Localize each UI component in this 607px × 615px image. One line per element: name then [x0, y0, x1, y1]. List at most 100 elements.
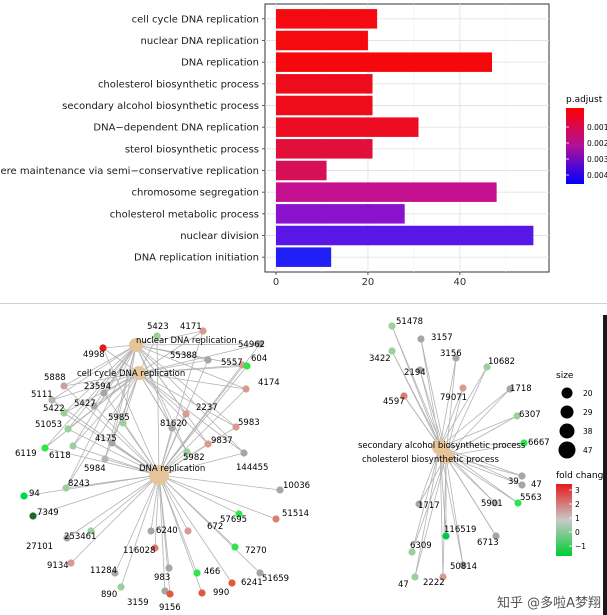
gene-node — [256, 569, 264, 577]
size-legend-label: 47 — [583, 446, 593, 455]
network-edge — [93, 344, 137, 407]
network-edge — [135, 344, 209, 445]
network-edge — [138, 372, 237, 428]
network-edge — [66, 474, 160, 539]
gene-node — [416, 366, 424, 374]
size-legend-dot — [558, 441, 576, 459]
gene-node — [99, 344, 107, 352]
gene-label: 1718 — [510, 384, 532, 394]
gene-node — [256, 340, 264, 348]
network-edge — [158, 474, 240, 515]
gene-label: 466 — [204, 567, 220, 577]
gene-label: 5557 — [221, 358, 243, 368]
padjust-tick-label: 0.004 — [587, 171, 607, 180]
bar-category-label: DNA−dependent DNA replication — [93, 123, 259, 134]
x-tick-label: 20 — [362, 277, 375, 288]
gene-label: 116519 — [444, 525, 476, 535]
gene-label: 5563 — [520, 493, 542, 503]
gene-label: 604 — [251, 354, 267, 364]
network-edge — [439, 388, 511, 448]
bar — [276, 247, 332, 267]
gene-node — [272, 515, 280, 523]
network-edge — [439, 446, 523, 486]
gene-node — [388, 347, 396, 355]
gene-node — [87, 527, 95, 535]
gene-label: 57695 — [220, 515, 247, 525]
gene-node — [69, 442, 77, 450]
gene-label: 5111 — [31, 390, 53, 400]
network-edge — [445, 366, 488, 457]
gene-label: 983 — [154, 573, 170, 583]
gene-label: 6713 — [477, 538, 499, 548]
network-edge — [445, 455, 519, 504]
size-legend-dot — [560, 405, 574, 419]
network-edge — [102, 347, 160, 476]
gene-node — [111, 569, 119, 577]
gene-label: 4171 — [180, 322, 202, 332]
gene-label: 6307 — [519, 410, 541, 420]
size-legend-dot — [561, 387, 573, 399]
fold-change-tick-label: −1 — [575, 542, 586, 551]
network-edge — [114, 474, 160, 574]
gene-label: 9134 — [47, 561, 69, 571]
network-edge — [135, 344, 237, 428]
network-edge — [23, 474, 160, 497]
gene-node — [67, 559, 75, 567]
right-edge-bar — [603, 315, 607, 615]
padjust-tick-label: 0.001 — [587, 123, 607, 132]
fold-change-colorbar — [556, 484, 572, 556]
gene-label: 5983 — [238, 418, 260, 428]
bar-category-label: telomere maintenance via semi−conservati… — [0, 166, 259, 177]
gene-node — [166, 590, 174, 598]
gene-label: 4174 — [258, 378, 280, 388]
fold-change-tick-label: 2 — [575, 500, 580, 509]
network-edge — [439, 446, 444, 578]
gene-label: 5982 — [183, 453, 205, 463]
network-edge — [44, 447, 160, 476]
gene-node — [199, 327, 207, 335]
gene-node — [60, 382, 68, 390]
network-edge — [135, 343, 261, 346]
gene-label: 4597 — [383, 397, 405, 407]
gene-node — [182, 410, 190, 418]
padjust-tick-label: 0.003 — [587, 155, 607, 164]
x-tick-label: 0 — [273, 277, 279, 288]
gene-label: 3156 — [440, 349, 462, 359]
network-edge — [439, 387, 464, 448]
gene-label: 81620 — [160, 419, 187, 429]
gene-node — [48, 396, 56, 404]
network-edge — [158, 452, 245, 476]
network-edge — [32, 474, 160, 517]
bar-category-label: DNA replication initiation — [134, 253, 259, 264]
network-edge — [138, 372, 245, 454]
network-edge — [44, 344, 137, 449]
gene-label: 3422 — [369, 354, 391, 364]
bar-category-label: secondary alcohol biosynthetic process — [62, 101, 259, 112]
gene-label: 1717 — [418, 501, 440, 511]
network-edge — [67, 428, 160, 476]
gene-label: 2222 — [423, 578, 445, 588]
gene-label: 253461 — [64, 532, 96, 542]
bar-category-label: cholesterol biosynthetic process — [98, 79, 259, 90]
fold-change-tick-label: 3 — [575, 486, 580, 495]
bar — [276, 95, 373, 116]
network-edge — [158, 474, 233, 584]
gene-node — [388, 322, 396, 330]
gene-label: 10036 — [283, 481, 310, 491]
network-edge — [158, 474, 281, 491]
gene-node — [506, 385, 514, 393]
network-edge — [445, 415, 518, 457]
category-node — [129, 338, 143, 352]
gene-node — [147, 527, 155, 535]
network-edge — [72, 372, 140, 447]
network-edge — [138, 372, 187, 415]
gene-label: 79071 — [440, 393, 467, 403]
fold-change-tick-label: 0 — [575, 528, 580, 537]
network-edge — [439, 415, 518, 448]
network-edge — [138, 372, 209, 445]
network-edge — [63, 385, 160, 476]
gene-node — [232, 423, 240, 431]
bar — [276, 204, 405, 224]
gene-label: 9156 — [159, 603, 181, 613]
size-legend-dot — [559, 423, 575, 439]
